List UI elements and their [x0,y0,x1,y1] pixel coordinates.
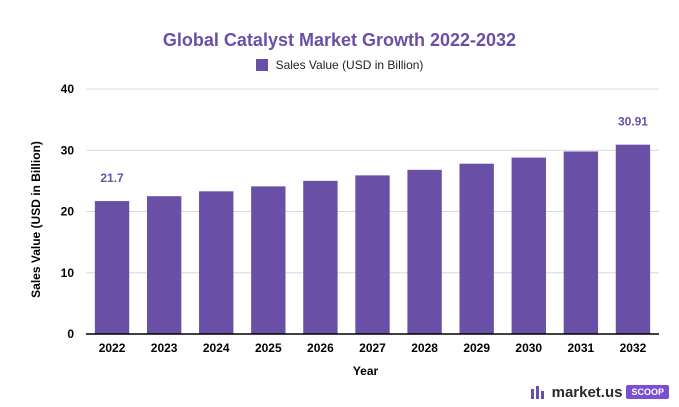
x-tick-label: 2026 [307,341,334,355]
data-label: 30.91 [618,115,648,129]
y-axis-title: Sales Value (USD in Billion) [29,141,43,298]
bar [511,157,546,334]
market-us-logo-icon [530,386,544,399]
chart-legend: Sales Value (USD in Billion) [0,58,679,72]
logo-badge: SCOOP [626,385,669,399]
data-label: 21.7 [100,171,124,185]
legend-swatch [255,59,268,71]
x-tick-label: 2031 [568,341,595,355]
y-tick-label: 40 [61,82,75,96]
x-tick-label: 2028 [411,341,438,355]
bar [199,191,234,334]
x-tick-label: 2027 [359,341,386,355]
x-tick-label: 2029 [463,341,490,355]
bar [251,186,286,334]
x-tick-label: 2024 [203,341,230,355]
y-tick-label: 30 [61,143,75,157]
x-tick-label: 2022 [99,341,126,355]
bar [303,180,338,334]
x-tick-label: 2032 [620,341,647,355]
legend-label: Sales Value (USD in Billion) [275,58,424,72]
bar [146,196,182,334]
y-tick-label: 10 [61,266,75,280]
chart-title: Global Catalyst Market Growth 2022-2032 [162,30,517,50]
y-tick-label: 0 [67,327,74,341]
y-tick-label: 20 [61,205,75,219]
bar [355,175,390,334]
x-tick-label: 2030 [515,341,542,355]
bar [615,144,651,334]
brand-logo: market.us SCOOP [530,383,669,401]
bar [407,169,442,334]
logo-text: market.us [551,383,623,401]
bar [459,163,494,334]
bar [563,151,599,334]
x-tick-label: 2025 [255,341,282,355]
bar [94,201,130,334]
x-axis-title: Year [353,364,379,378]
x-tick-label: 2023 [151,341,178,355]
